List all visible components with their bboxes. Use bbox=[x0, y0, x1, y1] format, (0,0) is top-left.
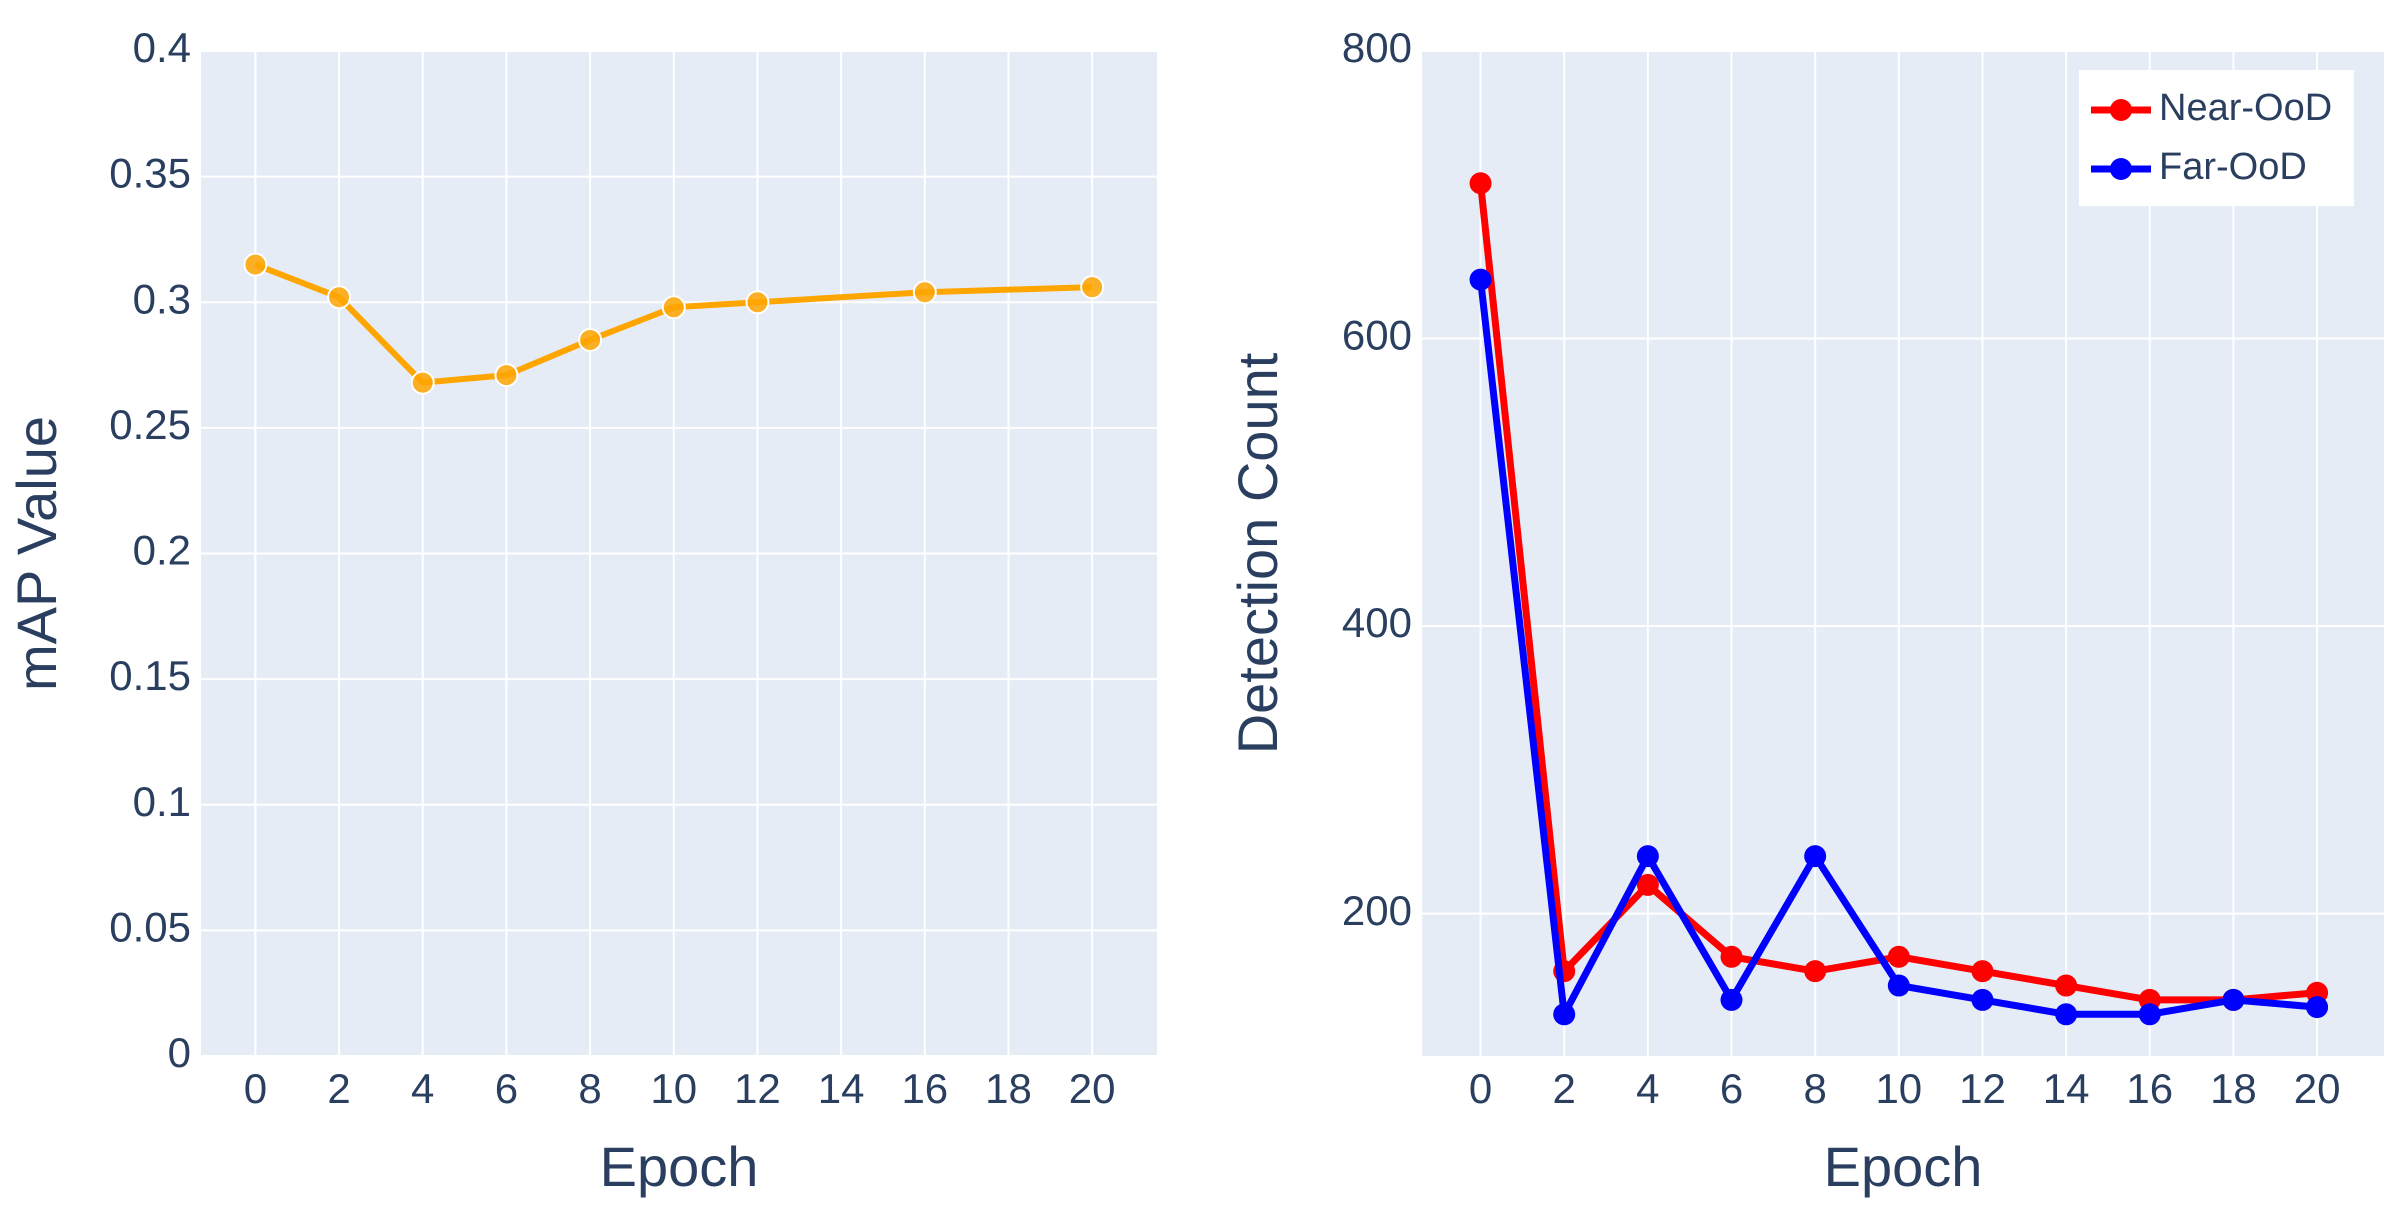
x-tick-label: 14 bbox=[2043, 1065, 2090, 1112]
data-point bbox=[1720, 945, 1743, 968]
x-tick-label: 0 bbox=[1469, 1065, 1492, 1112]
x-tick-label: 18 bbox=[2210, 1065, 2257, 1112]
data-point bbox=[2222, 988, 2245, 1011]
data-point bbox=[912, 280, 937, 305]
plot-background bbox=[1422, 51, 2384, 1056]
y-axis-title: mAP Value bbox=[5, 416, 68, 691]
data-point bbox=[494, 363, 519, 388]
y-tick-label: 0 bbox=[168, 1029, 191, 1076]
y-tick-label: 200 bbox=[1342, 887, 1412, 934]
x-tick-label: 6 bbox=[1720, 1065, 1743, 1112]
x-tick-label: 14 bbox=[818, 1065, 865, 1112]
data-point bbox=[410, 370, 435, 395]
y-tick-label: 0.35 bbox=[109, 150, 191, 197]
data-point bbox=[1720, 988, 1743, 1011]
legend-label: Near-OoD bbox=[2159, 87, 2332, 129]
data-point bbox=[745, 290, 770, 315]
data-point bbox=[2306, 996, 2329, 1019]
data-point bbox=[2055, 1003, 2078, 1026]
data-point bbox=[1636, 845, 1659, 868]
legend-marker bbox=[2110, 99, 2132, 121]
data-point bbox=[1080, 275, 1105, 300]
legend-label: Far-OoD bbox=[2159, 146, 2307, 188]
x-tick-label: 20 bbox=[2294, 1065, 2341, 1112]
data-point bbox=[1636, 873, 1659, 896]
y-axis-title: Detection Count bbox=[1226, 352, 1289, 754]
x-tick-label: 6 bbox=[495, 1065, 518, 1112]
x-tick-label: 8 bbox=[1803, 1065, 1826, 1112]
x-tick-label: 16 bbox=[901, 1065, 948, 1112]
data-point bbox=[243, 252, 268, 277]
y-tick-label: 0.2 bbox=[133, 527, 191, 574]
y-tick-label: 0.1 bbox=[133, 778, 191, 825]
x-tick-label: 4 bbox=[411, 1065, 434, 1112]
x-tick-label: 2 bbox=[1553, 1065, 1576, 1112]
y-tick-label: 0.3 bbox=[133, 275, 191, 322]
legend: Near-OoD Far-OoD bbox=[2079, 70, 2354, 206]
x-tick-label: 16 bbox=[2126, 1065, 2173, 1112]
x-tick-label: 18 bbox=[985, 1065, 1032, 1112]
data-point bbox=[1887, 974, 1910, 997]
x-tick-label: 10 bbox=[650, 1065, 697, 1112]
data-point bbox=[1804, 960, 1827, 983]
data-point bbox=[2055, 974, 2078, 997]
x-tick-label: 20 bbox=[1069, 1065, 1116, 1112]
data-point bbox=[1887, 945, 1910, 968]
legend-marker bbox=[2110, 158, 2132, 180]
x-tick-label: 12 bbox=[734, 1065, 781, 1112]
y-tick-label: 0.4 bbox=[133, 24, 191, 71]
data-point bbox=[1469, 172, 1492, 195]
data-point bbox=[1804, 845, 1827, 868]
data-point bbox=[1971, 988, 1994, 1011]
y-tick-label: 0.05 bbox=[109, 903, 191, 950]
data-point bbox=[1971, 960, 1994, 983]
x-tick-label: 8 bbox=[578, 1065, 601, 1112]
data-point bbox=[578, 327, 603, 352]
y-tick-label: 0.25 bbox=[109, 401, 191, 448]
data-point bbox=[1469, 268, 1492, 291]
y-tick-label: 600 bbox=[1342, 312, 1412, 359]
legend-box bbox=[2079, 70, 2354, 206]
x-tick-label: 12 bbox=[1959, 1065, 2006, 1112]
x-axis-title: Epoch bbox=[1824, 1135, 1983, 1198]
y-tick-label: 800 bbox=[1342, 24, 1412, 71]
data-point bbox=[1553, 1003, 1576, 1026]
y-tick-label: 0.15 bbox=[109, 652, 191, 699]
x-tick-label: 4 bbox=[1636, 1065, 1659, 1112]
y-tick-label: 400 bbox=[1342, 599, 1412, 646]
x-axis-title: Epoch bbox=[600, 1135, 759, 1198]
x-tick-label: 0 bbox=[244, 1065, 267, 1112]
data-point bbox=[661, 295, 686, 320]
x-tick-label: 2 bbox=[327, 1065, 350, 1112]
data-point bbox=[2138, 1003, 2161, 1026]
x-tick-label: 10 bbox=[1875, 1065, 1922, 1112]
data-point bbox=[327, 285, 352, 310]
